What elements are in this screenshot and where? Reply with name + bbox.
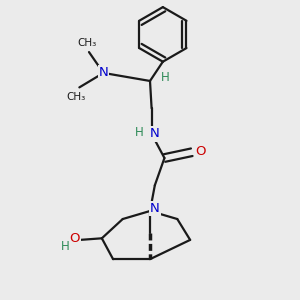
Text: N: N <box>150 202 160 215</box>
Text: H: H <box>134 126 143 139</box>
Text: H: H <box>61 240 70 253</box>
Text: H: H <box>161 71 170 84</box>
Text: CH₃: CH₃ <box>67 92 86 102</box>
Text: CH₃: CH₃ <box>78 38 97 48</box>
Text: N: N <box>150 128 160 140</box>
Text: O: O <box>69 232 80 245</box>
Text: O: O <box>196 145 206 158</box>
Text: N: N <box>99 66 108 80</box>
